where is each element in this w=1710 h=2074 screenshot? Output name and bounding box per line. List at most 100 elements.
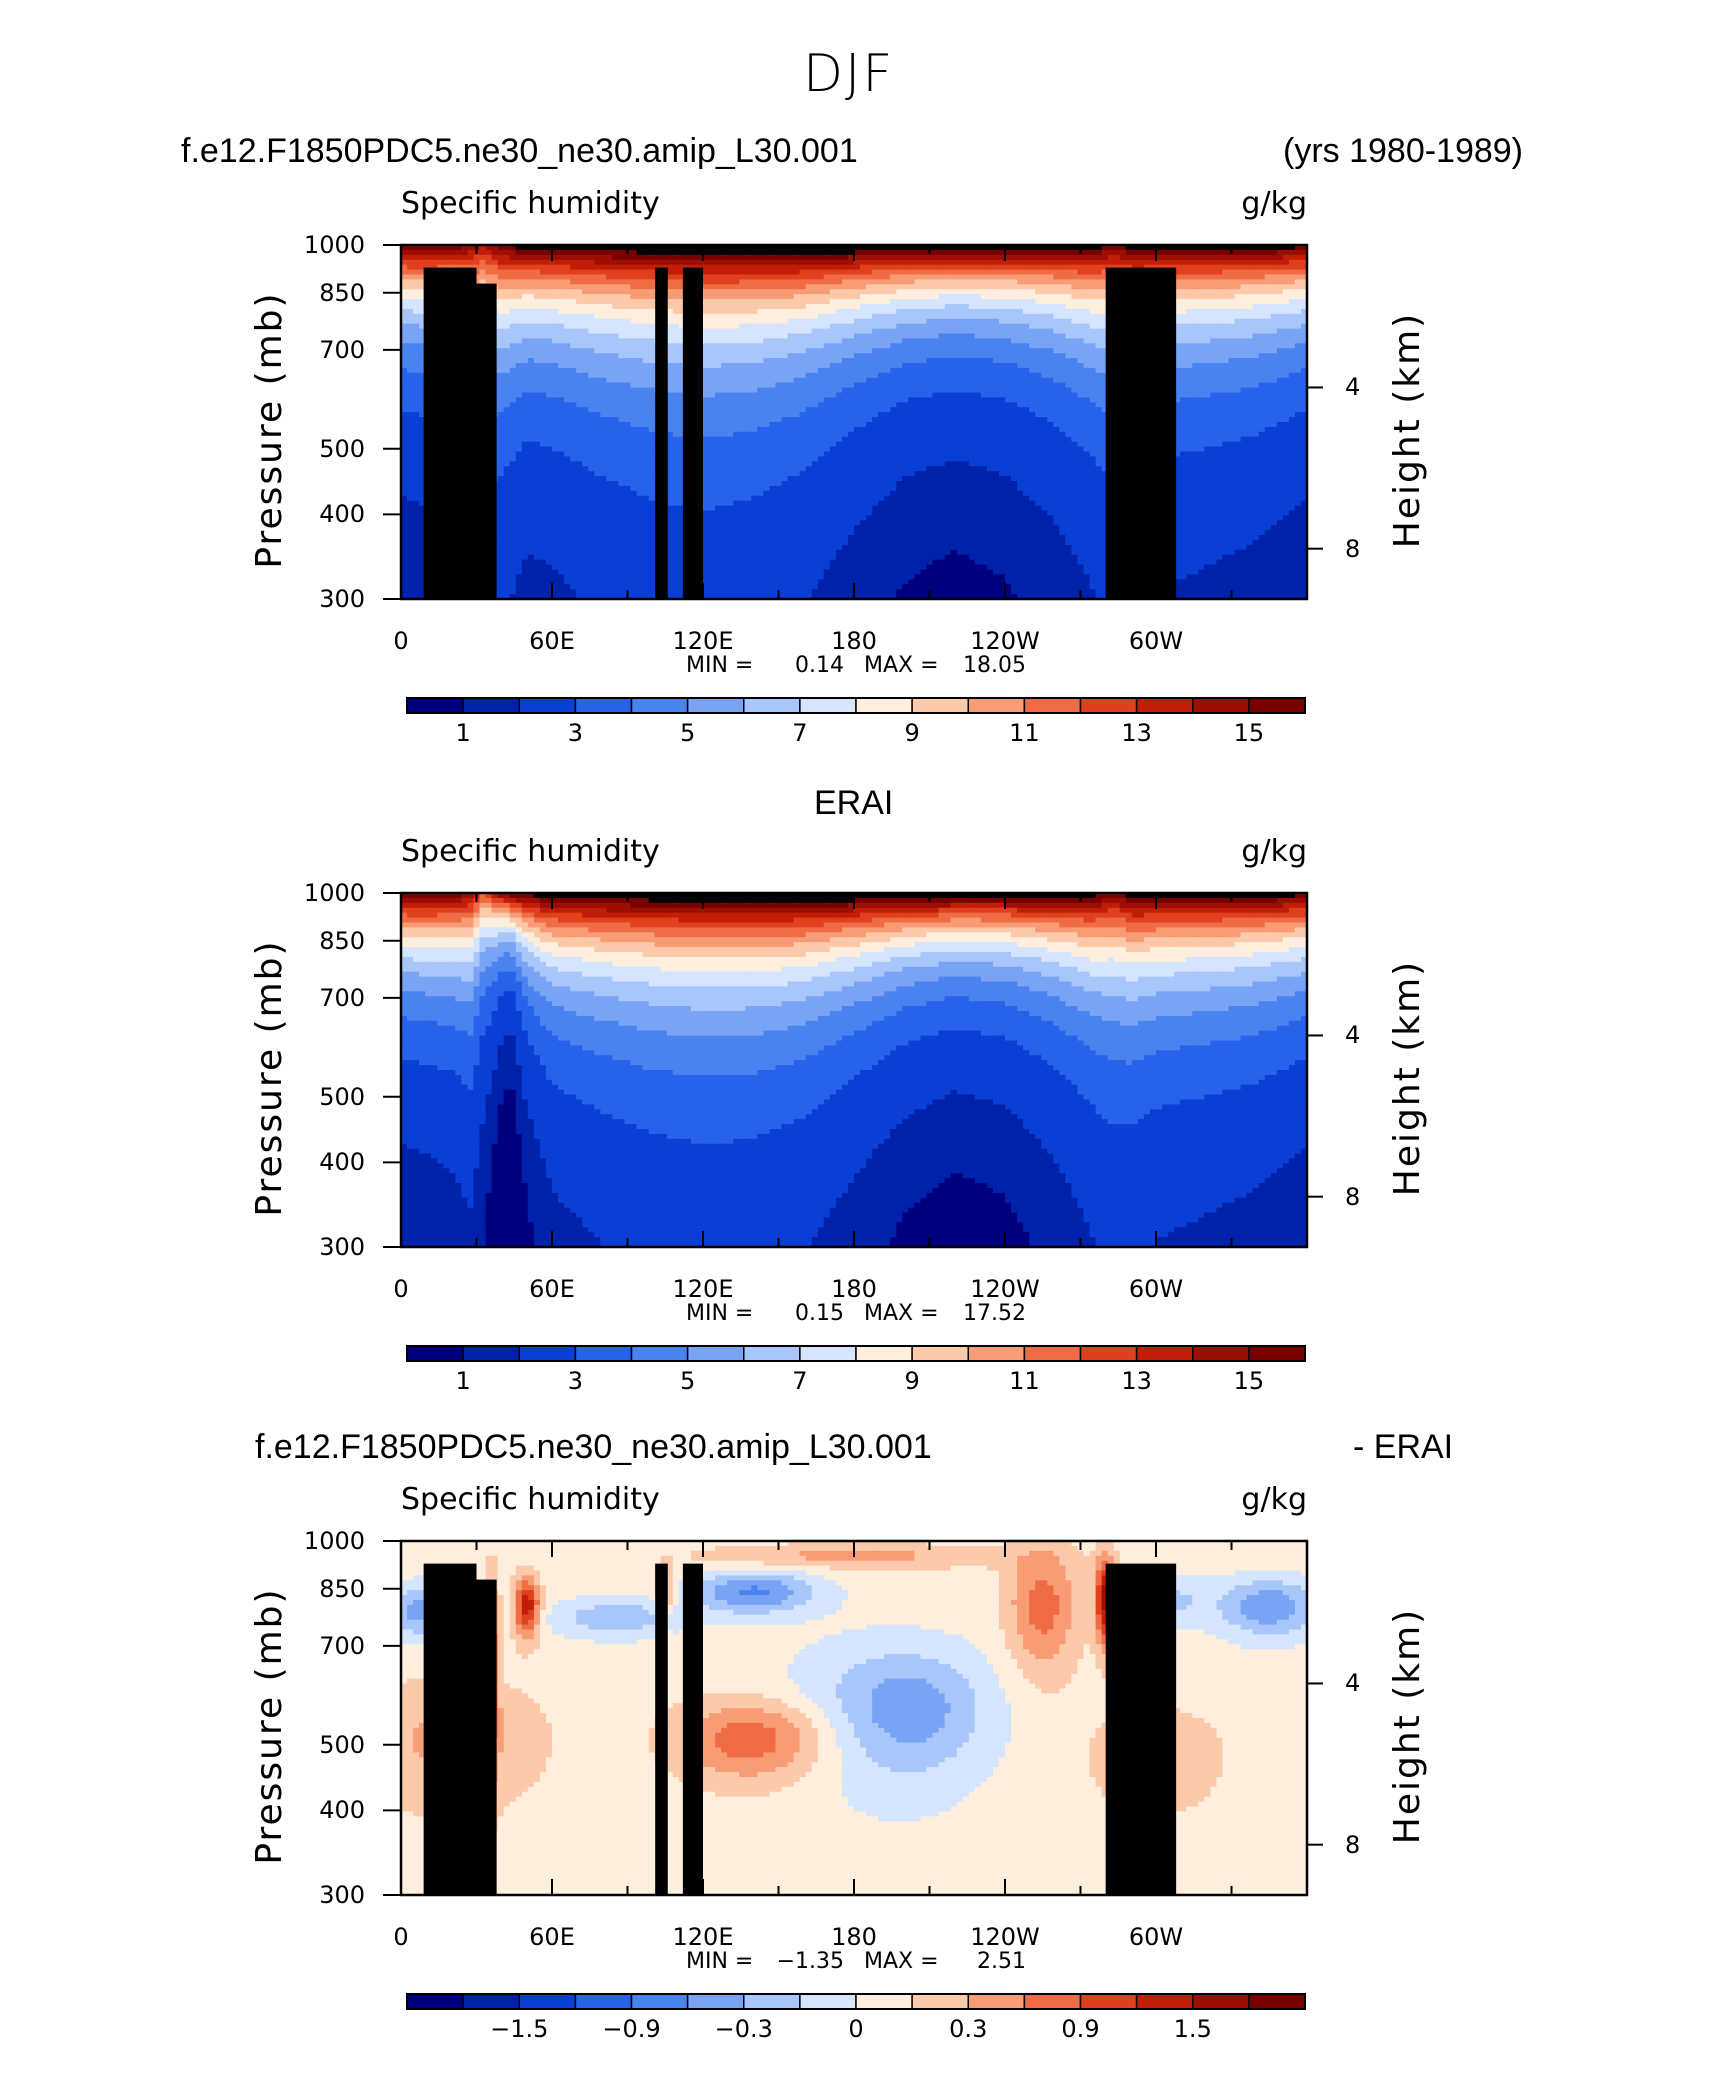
field-cell — [733, 334, 740, 340]
field-cell — [878, 319, 885, 325]
field-cell — [788, 284, 795, 290]
field-cell — [1017, 402, 1024, 408]
field-cell — [1138, 255, 1145, 261]
field-cell — [1035, 309, 1042, 315]
field-cell — [1210, 393, 1217, 399]
field-cell — [1059, 334, 1066, 340]
field-cell — [618, 324, 625, 330]
field-cell — [1271, 368, 1278, 374]
field-cell — [848, 289, 855, 295]
field-cell — [643, 270, 650, 276]
field-cell — [540, 304, 547, 310]
field-cell — [896, 358, 903, 364]
field-cell — [1084, 353, 1091, 359]
field-cell — [794, 402, 801, 408]
field-cell — [582, 378, 589, 384]
field-cell — [739, 299, 746, 305]
field-cell — [848, 284, 855, 290]
field-cell — [709, 334, 716, 340]
field-cell — [1271, 309, 1278, 315]
field-cell — [1084, 338, 1091, 344]
field-cell — [896, 402, 903, 408]
field-cell — [1065, 338, 1072, 344]
field-cell — [902, 338, 909, 344]
field-cell — [751, 397, 758, 403]
field-cell — [600, 358, 607, 364]
field-cell — [1077, 383, 1084, 389]
field-cell — [1241, 270, 1248, 276]
field-cell — [522, 348, 529, 354]
field-cell — [721, 373, 728, 379]
field-cell — [528, 338, 535, 344]
field-cell — [1065, 314, 1072, 320]
field-cell — [703, 363, 710, 369]
field-cell — [1011, 334, 1018, 340]
field-cell — [800, 294, 807, 300]
field-cell — [830, 324, 837, 330]
field-cell — [1017, 260, 1024, 266]
field-cell — [848, 397, 855, 403]
field-cell — [552, 304, 559, 310]
field-cell — [878, 348, 885, 354]
field-cell — [788, 324, 795, 330]
field-cell — [1077, 270, 1084, 276]
field-cell — [757, 275, 764, 281]
field-cell — [624, 270, 631, 276]
field-cell — [1065, 279, 1072, 285]
field-cell — [800, 275, 807, 281]
field-cell — [709, 368, 716, 374]
field-cell — [1168, 255, 1175, 261]
field-cell — [993, 402, 1000, 408]
field-cell — [1065, 353, 1072, 359]
field-cell — [594, 284, 601, 290]
field-cell — [981, 309, 988, 315]
field-cell — [794, 383, 801, 389]
field-cell — [1295, 358, 1302, 364]
field-cell — [812, 250, 819, 256]
field-cell — [733, 393, 740, 399]
field-cell — [582, 279, 589, 285]
field-cell — [1235, 265, 1242, 271]
field-cell — [902, 363, 909, 369]
field-cell — [443, 250, 450, 256]
field-cell — [926, 275, 933, 281]
field-cell — [1198, 353, 1205, 359]
field-cell — [1204, 363, 1211, 369]
field-cell — [546, 324, 553, 330]
field-cell — [1259, 343, 1266, 349]
field-cell — [703, 289, 710, 295]
field-cell — [1180, 309, 1187, 315]
field-cell — [794, 275, 801, 281]
field-cell — [999, 309, 1006, 315]
field-cell — [751, 348, 758, 354]
field-cell — [1005, 250, 1012, 256]
field-cell — [588, 329, 595, 335]
field-cell — [878, 255, 885, 261]
field-cell — [896, 334, 903, 340]
field-cell — [896, 309, 903, 315]
field-cell — [884, 393, 891, 399]
field-cell — [624, 358, 631, 364]
field-cell — [1017, 299, 1024, 305]
field-cell — [1259, 250, 1266, 256]
field-cell — [848, 319, 855, 325]
field-cell — [709, 319, 716, 325]
field-cell — [606, 397, 613, 403]
field-cell — [1162, 260, 1169, 266]
field-cell — [540, 265, 547, 271]
field-cell — [806, 397, 813, 403]
field-cell — [1247, 363, 1254, 369]
field-cell — [902, 265, 909, 271]
field-cell — [1259, 265, 1266, 271]
field-cell — [939, 402, 946, 408]
field-cell — [504, 270, 511, 276]
field-cell — [1253, 270, 1260, 276]
field-cell — [588, 383, 595, 389]
field-cell — [413, 358, 420, 364]
field-cell — [1235, 255, 1242, 261]
field-cell — [1005, 319, 1012, 325]
field-cell — [1023, 378, 1030, 384]
field-cell — [1035, 324, 1042, 330]
field-cell — [920, 304, 927, 310]
field-cell — [498, 324, 505, 330]
